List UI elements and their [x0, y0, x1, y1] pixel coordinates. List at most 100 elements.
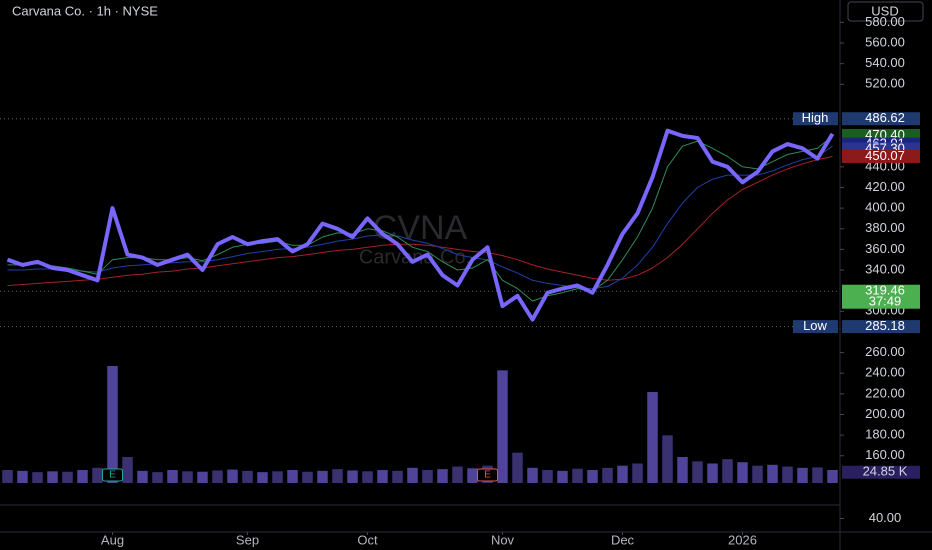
- volume-bar: [227, 469, 238, 483]
- price-marker: [842, 112, 920, 126]
- volume-bar: [452, 466, 463, 483]
- volume-bar: [467, 468, 478, 483]
- y-tick-label: 420.00: [865, 179, 905, 194]
- volume-bar: [197, 471, 208, 483]
- volume-bar: [137, 470, 148, 483]
- y-tick-label: 200.00: [865, 406, 905, 421]
- volume-bar: [2, 470, 13, 483]
- moving-average: [7, 145, 833, 290]
- volume-bar: [377, 470, 388, 483]
- price-marker: [842, 284, 920, 309]
- volume-bar: [77, 470, 88, 483]
- price-marker-label: 319.46: [865, 283, 905, 298]
- volume-bar: [812, 467, 823, 483]
- volume-bar: [422, 470, 433, 483]
- chart-title: Carvana Co. · 1h · NYSE: [12, 3, 158, 18]
- y-tick-label: 520.00: [865, 76, 905, 91]
- x-tick-label: Dec: [611, 532, 635, 547]
- volume-bar: [542, 470, 553, 483]
- volume-bar: [767, 464, 778, 483]
- y-tick-label: 220.00: [865, 385, 905, 400]
- y-tick-label: 40.00: [869, 510, 902, 525]
- currency-box[interactable]: [847, 1, 924, 22]
- volume-bar: [602, 467, 613, 483]
- volume-bar: [617, 465, 628, 483]
- volume-bar: [752, 465, 763, 483]
- y-tick-label: 340.00: [865, 261, 905, 276]
- y-tick-label: 380.00: [865, 220, 905, 235]
- y-tick-label: 580.00: [865, 14, 905, 29]
- marker-name-box: [793, 112, 838, 126]
- volume-bar: [572, 468, 583, 483]
- y-tick-label: 180.00: [865, 427, 905, 442]
- volume-bar: [92, 467, 103, 483]
- price-marker: [842, 320, 920, 334]
- volume-bar: [347, 470, 358, 483]
- volume-bar: [827, 470, 838, 483]
- volume-bar: [497, 370, 508, 483]
- x-tick-label: Nov: [491, 532, 515, 547]
- watermark-symbol: CVNA: [373, 209, 468, 247]
- x-tick-label: Oct: [357, 532, 378, 547]
- volume-bar: [437, 469, 448, 483]
- volume-bar: [317, 470, 328, 483]
- price-line: [6, 128, 835, 322]
- countdown: 37:49: [869, 294, 902, 309]
- volume-bar: [302, 471, 313, 483]
- volume-bar: [362, 471, 373, 483]
- marker-name-box: [793, 320, 838, 334]
- x-tick-label: Aug: [101, 532, 124, 547]
- volume-bar: [107, 366, 118, 483]
- price-marker-label: 486.62: [865, 110, 905, 125]
- volume-bar: [272, 471, 283, 483]
- price-marker: [842, 149, 920, 163]
- event-label: E: [484, 470, 491, 481]
- volume-bar: [692, 461, 703, 483]
- x-tick-label: 2026: [728, 532, 757, 547]
- volume-bar: [407, 467, 418, 483]
- volume-bar: [62, 471, 73, 483]
- volume-bar: [257, 472, 268, 483]
- volume-bar: [632, 463, 643, 483]
- volume-bar: [587, 470, 598, 483]
- volume-bar: [242, 470, 253, 483]
- event-badge: [102, 468, 123, 482]
- event-badge: [477, 468, 498, 482]
- marker-name: Low: [803, 318, 827, 333]
- volume-bar: [122, 457, 133, 483]
- currency[interactable]: USD: [871, 3, 898, 18]
- volume-bar: [47, 471, 58, 483]
- price-marker-label: 450.07: [865, 148, 905, 163]
- volume-bar: [332, 469, 343, 483]
- volume-bar: [737, 462, 748, 483]
- volume-bar: [677, 457, 688, 483]
- volume-bar: [32, 472, 43, 483]
- volume-bar: [647, 392, 658, 483]
- volume-bar: [557, 470, 568, 483]
- volume-bar: [392, 470, 403, 483]
- volume-bar: [17, 470, 28, 483]
- volume-bar: [152, 472, 163, 483]
- x-tick-label: Sep: [236, 532, 259, 547]
- y-tick-label: 400.00: [865, 200, 905, 215]
- volume-marker: [842, 465, 920, 479]
- price-marker-label: 285.18: [865, 318, 905, 333]
- y-tick-label: 560.00: [865, 34, 905, 49]
- volume-bar: [182, 471, 193, 483]
- y-tick-label: 540.00: [865, 55, 905, 70]
- volume-bar: [287, 470, 298, 483]
- volume-bar: [782, 466, 793, 483]
- marker-name: High: [802, 110, 829, 125]
- event-label: E: [109, 470, 116, 481]
- watermark: CVNA Carvana Co.: [359, 209, 471, 268]
- y-tick-label: 260.00: [865, 344, 905, 359]
- volume-marker-label: 24.85 K: [863, 464, 908, 479]
- y-tick-label: 360.00: [865, 241, 905, 256]
- volume-bar: [722, 459, 733, 483]
- volume-bar: [512, 452, 523, 483]
- volume-bar: [527, 467, 538, 483]
- volume-bar: [662, 435, 673, 483]
- y-tick-label: 160.00: [865, 447, 905, 462]
